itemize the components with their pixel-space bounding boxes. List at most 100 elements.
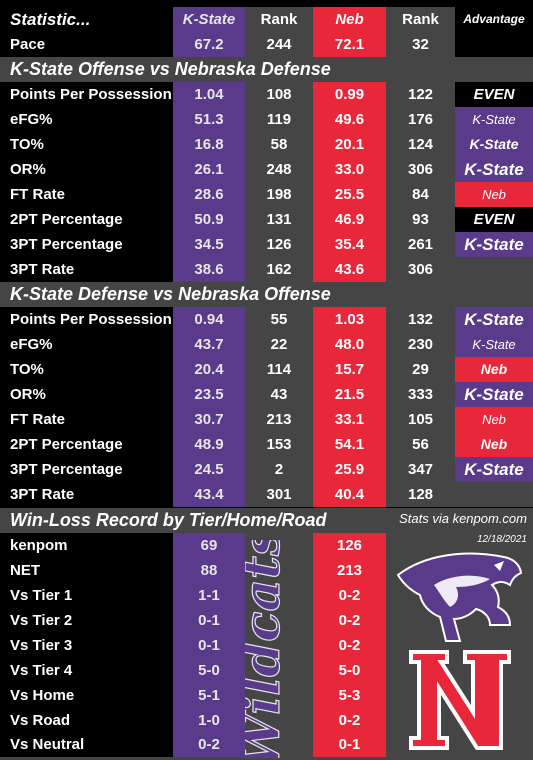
- kstate-rank: 248: [245, 157, 313, 182]
- stat-row: 3PT Percentage 34.5 126 35.4 261 K-State: [0, 232, 533, 257]
- advantage-badge: K-State: [455, 332, 533, 357]
- neb-rank: 105: [386, 407, 455, 432]
- kstate-record: 88: [173, 558, 245, 583]
- neb-record: 126: [313, 533, 386, 558]
- stat-label: eFG%: [0, 107, 173, 132]
- pace-row: Pace 67.2 244 72.1 32: [0, 32, 533, 57]
- stat-row: Points Per Possession 0.94 55 1.03 132 K-Stat…: [0, 307, 533, 332]
- kstate-value: 50.9: [173, 207, 245, 232]
- stat-label: 2PT Percentage: [0, 432, 173, 457]
- advantage-badge: K-State: [455, 232, 533, 257]
- neb-record: 0-2: [313, 608, 386, 633]
- neb-rank: 306: [386, 257, 455, 282]
- kstate-value: 34.5: [173, 232, 245, 257]
- powercat-logo: [396, 552, 523, 642]
- advantage-badge: Neb: [455, 407, 533, 432]
- record-label: NET: [0, 558, 173, 583]
- kstate-rank: 2: [245, 457, 313, 482]
- advantage-badge: [455, 257, 533, 282]
- wildcats-wordmark-text: Wildcats: [245, 540, 291, 758]
- stat-label: 3PT Rate: [0, 257, 173, 282]
- record-label: Vs Tier 1: [0, 583, 173, 608]
- kstate-record: 0-1: [173, 633, 245, 658]
- record-row: Vs Neutral 0-2 0-1: [0, 732, 533, 757]
- header-statistic: Statistic...: [0, 7, 173, 32]
- neb-rank: 333: [386, 382, 455, 407]
- advantage-badge: Neb: [455, 182, 533, 207]
- stat-label: 3PT Rate: [0, 482, 173, 507]
- kstate-value: 51.3: [173, 107, 245, 132]
- record-label: kenpom: [0, 533, 173, 558]
- stat-row: OR% 23.5 43 21.5 333 K-State: [0, 382, 533, 407]
- neb-record: 213: [313, 558, 386, 583]
- record-row: NET 88 213: [0, 558, 533, 583]
- advantage-badge: K-State: [455, 457, 533, 482]
- kstate-rank: 131: [245, 207, 313, 232]
- neb-rank: 176: [386, 107, 455, 132]
- pace-neb: 72.1: [313, 32, 386, 57]
- stat-row: 3PT Percentage 24.5 2 25.9 347 K-State: [0, 457, 533, 482]
- stat-label: FT Rate: [0, 407, 173, 432]
- neb-rank: 93: [386, 207, 455, 232]
- neb-record: 0-1: [313, 732, 386, 757]
- record-row: Vs Tier 1 1-1 0-2: [0, 583, 533, 608]
- kstate-rank: 114: [245, 357, 313, 382]
- kstate-record: 5-0: [173, 658, 245, 683]
- neb-value: 48.0: [313, 332, 386, 357]
- header-rank-neb: Rank: [386, 7, 455, 32]
- stat-label: OR%: [0, 157, 173, 182]
- pace-label: Pace: [0, 32, 173, 57]
- kstate-value: 48.9: [173, 432, 245, 457]
- kstate-value: 43.4: [173, 482, 245, 507]
- stat-label: 3PT Percentage: [0, 232, 173, 257]
- kstate-rank: 126: [245, 232, 313, 257]
- stat-row: eFG% 51.3 119 49.6 176 K-State: [0, 107, 533, 132]
- kstate-value: 43.7: [173, 332, 245, 357]
- stat-row: 3PT Rate 43.4 301 40.4 128: [0, 482, 533, 507]
- stat-row: 2PT Percentage 50.9 131 46.9 93 EVEN: [0, 207, 533, 232]
- pace-advantage: [455, 32, 533, 57]
- stat-label: TO%: [0, 357, 173, 382]
- advantage-badge: K-State: [455, 382, 533, 407]
- section-offense-title: K-State Offense vs Nebraska Defense: [0, 57, 533, 82]
- neb-rank: 132: [386, 307, 455, 332]
- kstate-rank: 198: [245, 182, 313, 207]
- neb-record: 0-2: [313, 633, 386, 658]
- record-label: Vs Tier 3: [0, 633, 173, 658]
- stat-label: 2PT Percentage: [0, 207, 173, 232]
- record-row: Vs Tier 3 0-1 0-2: [0, 633, 533, 658]
- neb-value: 1.03: [313, 307, 386, 332]
- kstate-value: 24.5: [173, 457, 245, 482]
- record-row: Vs Home 5-1 5-3: [0, 683, 533, 708]
- section-defense-title: K-State Defense vs Nebraska Offense: [0, 282, 533, 307]
- stat-label: Points Per Possession: [0, 82, 173, 107]
- kstate-rank: 108: [245, 82, 313, 107]
- neb-record: 5-0: [313, 658, 386, 683]
- neb-rank: 261: [386, 232, 455, 257]
- kstate-rank: 58: [245, 132, 313, 157]
- record-row: Vs Tier 4 5-0 5-0: [0, 658, 533, 683]
- neb-rank: 56: [386, 432, 455, 457]
- neb-rank: 128: [386, 482, 455, 507]
- kstate-rank: 162: [245, 257, 313, 282]
- pace-neb-rank: 32: [386, 32, 455, 57]
- stat-row: 2PT Percentage 48.9 153 54.1 56 Neb: [0, 432, 533, 457]
- neb-rank: 29: [386, 357, 455, 382]
- neb-value: 46.9: [313, 207, 386, 232]
- kstate-record: 0-2: [173, 732, 245, 757]
- kstate-value: 38.6: [173, 257, 245, 282]
- advantage-badge: K-State: [455, 157, 533, 182]
- neb-value: 21.5: [313, 382, 386, 407]
- stat-label: 3PT Percentage: [0, 457, 173, 482]
- kstate-rank: 43: [245, 382, 313, 407]
- stats-source: Stats via kenpom.com: [399, 511, 527, 526]
- neb-rank: 306: [386, 157, 455, 182]
- stat-row: OR% 26.1 248 33.0 306 K-State: [0, 157, 533, 182]
- header-row: Statistic... K-State Rank Neb Rank Advan…: [0, 7, 533, 32]
- stat-row: FT Rate 28.6 198 25.5 84 Neb: [0, 182, 533, 207]
- kstate-rank: 55: [245, 307, 313, 332]
- winloss-title: Win-Loss Record by Tier/Home/Road: [10, 510, 327, 530]
- record-row: Vs Road 1-0 0-2: [0, 708, 533, 733]
- powercat-body: [396, 552, 523, 642]
